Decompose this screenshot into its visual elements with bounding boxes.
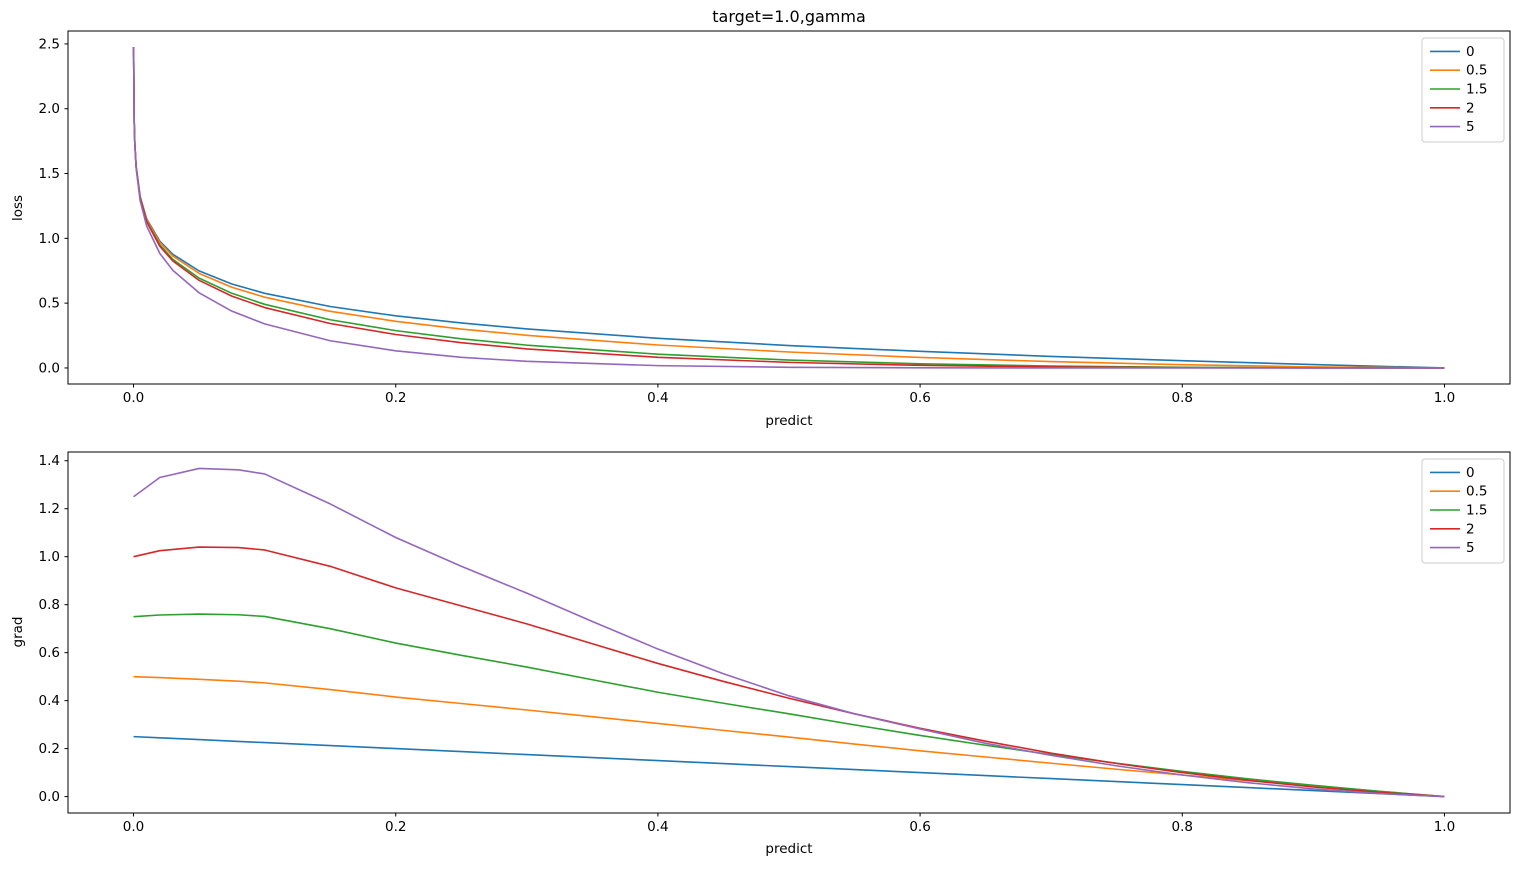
y-tick-label: 1.4	[39, 453, 60, 469]
x-tick-label: 0.6	[909, 390, 930, 406]
series-line-gamma-5	[132, 47, 1445, 369]
legend-label: 0	[1466, 44, 1475, 60]
legend-label: 2	[1466, 100, 1475, 116]
y-tick-label: 0.0	[39, 789, 60, 805]
x-tick-label: 0.4	[647, 819, 668, 835]
y-tick-label: 1.0	[39, 549, 60, 565]
y-tick-label: 0.2	[39, 741, 60, 757]
bottom-y-axis-label: grad	[10, 617, 26, 648]
series-line-gamma-1.5	[133, 613, 1445, 798]
legend-label: 0	[1466, 465, 1475, 481]
legend-label: 5	[1466, 540, 1475, 556]
x-tick-label: 0.8	[1172, 819, 1193, 835]
grad-subplot: 0.0 0.2 0.4 0.6 0.8 1.0 0.0 0.2 0.4 0.6 0.8 1.0 1.2 1…	[39, 451, 1511, 835]
y-tick-label: 1.2	[39, 501, 60, 517]
x-tick-label: 0.6	[909, 819, 930, 835]
x-tick-label: 1.0	[1434, 390, 1455, 406]
x-tick-label: 0.0	[123, 390, 144, 406]
y-tick-label: 0.6	[39, 645, 60, 661]
legend-box	[1421, 37, 1505, 143]
y-tick-label: 1.0	[39, 231, 60, 247]
x-tick-label: 0.2	[385, 390, 406, 406]
x-tick-label: 0.2	[385, 819, 406, 835]
y-tick-label: 2.0	[39, 101, 60, 117]
y-tick-label: 0.8	[39, 597, 60, 613]
series-line-gamma-1.5	[132, 47, 1445, 369]
y-tick-label: 0.0	[39, 360, 60, 376]
top-y-axis-label: loss	[10, 195, 26, 221]
series-line-gamma-2	[133, 546, 1445, 798]
legend-label: 0.5	[1466, 63, 1487, 79]
y-tick-label: 2.5	[39, 36, 60, 52]
legend-box	[1421, 458, 1505, 564]
axes-spines	[67, 451, 1511, 814]
bottom-x-axis-label: predict	[765, 841, 812, 857]
series-line-gamma-5	[133, 467, 1445, 798]
loss-subplot: 0.0 0.2 0.4 0.6 0.8 1.0 0.0 0.5 1.0 1.5 2.0 2.5 0 0.5…	[39, 30, 1511, 406]
axes-spines	[67, 30, 1511, 385]
top-x-axis-label: predict	[765, 413, 812, 429]
legend-label: 1.5	[1466, 503, 1487, 519]
x-tick-label: 0.0	[123, 819, 144, 835]
legend-label: 2	[1466, 521, 1475, 537]
y-tick-label: 0.4	[39, 693, 60, 709]
y-tick-label: 0.5	[39, 296, 60, 312]
legend-label: 1.5	[1466, 82, 1487, 98]
x-tick-label: 0.8	[1172, 390, 1193, 406]
x-tick-label: 1.0	[1434, 819, 1455, 835]
figure-title: target=1.0,gamma	[712, 7, 866, 26]
x-tick-label: 0.4	[647, 390, 668, 406]
legend-label: 5	[1466, 119, 1475, 135]
legend-label: 0.5	[1466, 484, 1487, 500]
y-tick-label: 1.5	[39, 166, 60, 182]
series-line-gamma-0	[133, 735, 1445, 798]
